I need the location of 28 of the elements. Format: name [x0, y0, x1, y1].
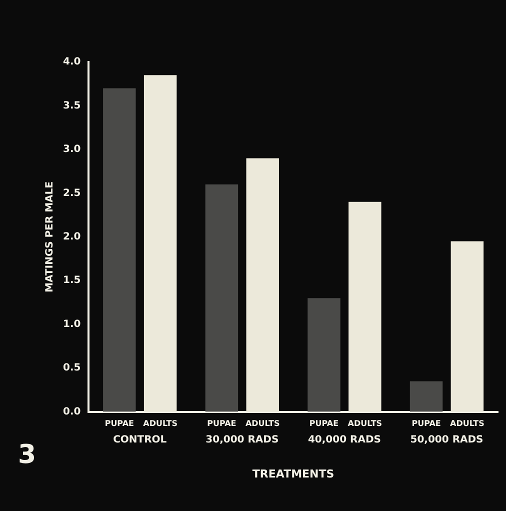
y-tick-label: 1.5: [62, 275, 81, 286]
y-tick-label: 2.0: [62, 231, 81, 242]
bar: [205, 184, 238, 412]
y-tick-label: 3.5: [62, 100, 81, 112]
bar: [103, 88, 136, 412]
y-tick-label: 2.5: [62, 188, 81, 199]
y-tick-label: 1.0: [62, 318, 81, 330]
y-tick-label: 3.0: [62, 144, 81, 156]
bar: [410, 381, 443, 412]
y-tick-label: 0.5: [62, 362, 81, 374]
text: ADULTS: [348, 418, 382, 428]
series-label: PUPAE: [104, 418, 134, 428]
text: PUPAE: [412, 418, 441, 428]
y-axis-title: MATINGS PER MALE: [44, 181, 56, 292]
text: 3: [18, 440, 36, 470]
x-axis-title: TREATMENTS: [252, 467, 334, 480]
y-tick-label: 0.0: [62, 406, 81, 418]
x-tick-label: 30,000 RADS: [206, 434, 279, 446]
bar: [308, 298, 340, 412]
y-tick-label: 4.0: [62, 56, 81, 68]
text: PUPAE: [309, 418, 339, 428]
text: ADULTS: [245, 418, 280, 428]
text: PUPAE: [207, 418, 236, 428]
x-tick-label: 50,000 RADS: [410, 434, 484, 446]
x-tick-label: CONTROL: [113, 434, 168, 446]
x-tick-label: 40,000 RADS: [308, 434, 381, 446]
series-label: ADULTS: [450, 418, 485, 428]
text: ADULTS: [143, 418, 178, 428]
